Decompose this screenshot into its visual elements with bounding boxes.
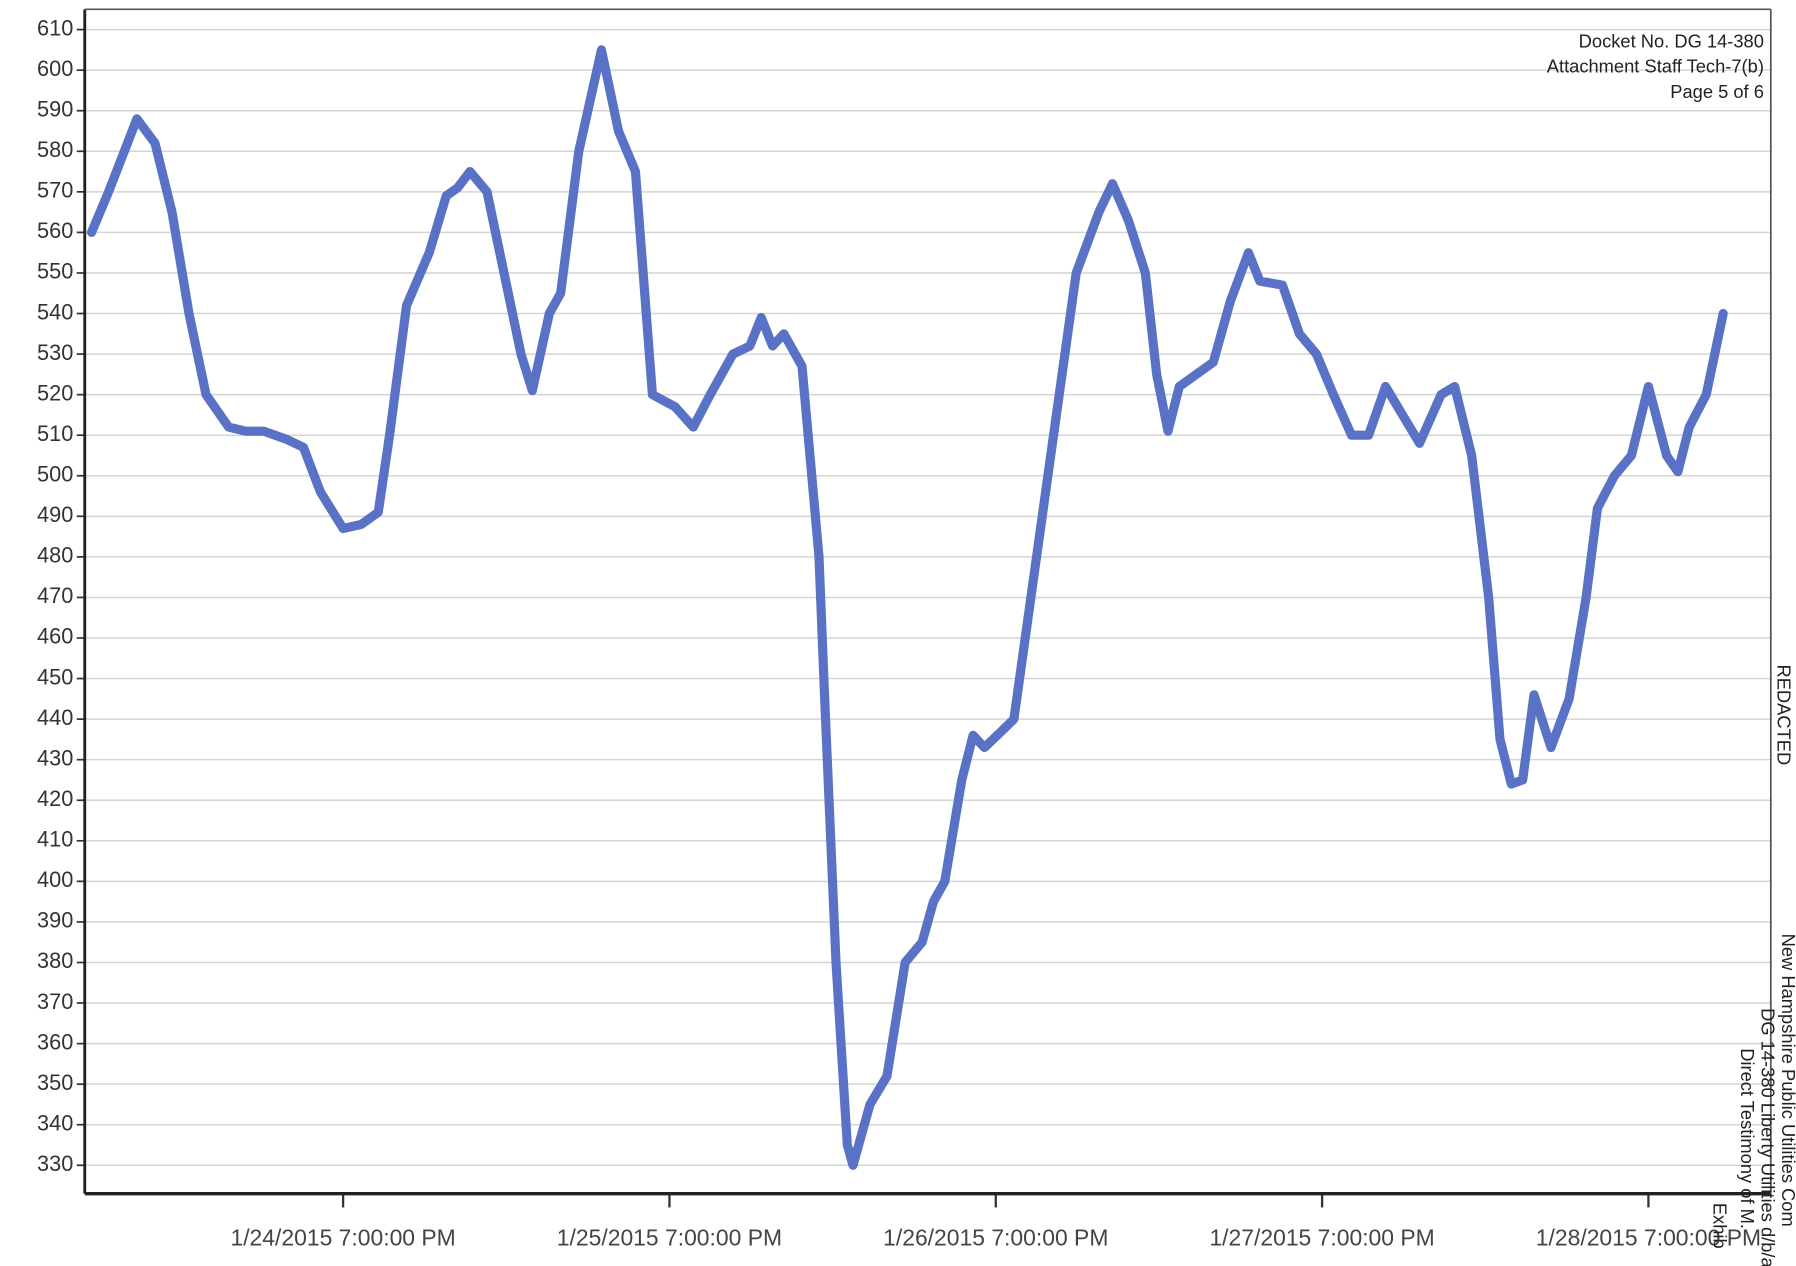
side-note: Direct Testimony of M. bbox=[1737, 1048, 1758, 1229]
y-tick-label: 550 bbox=[37, 259, 73, 284]
y-tick-label: 520 bbox=[37, 380, 73, 405]
x-tick-label: 1/28/2015 7:00:00 PM bbox=[1536, 1225, 1761, 1251]
x-tick-label: 1/24/2015 7:00:00 PM bbox=[230, 1225, 455, 1251]
y-tick-label: 530 bbox=[37, 340, 73, 365]
x-tick-label: 1/27/2015 7:00:00 PM bbox=[1209, 1225, 1434, 1251]
labels: 330 340 350 360 370 380 390 400 410 420 430 440 450 4… bbox=[37, 15, 1796, 1266]
y-tick-label: 340 bbox=[37, 1110, 73, 1135]
y-tick-label: 560 bbox=[37, 218, 73, 243]
y-tick-label: 330 bbox=[37, 1151, 73, 1176]
y-tick-label: 470 bbox=[37, 583, 73, 608]
y-tick-label: 600 bbox=[37, 56, 73, 81]
y-tick-label: 590 bbox=[37, 96, 73, 121]
y-tick-label: 500 bbox=[37, 462, 73, 487]
y-tick-label: 490 bbox=[37, 502, 73, 527]
y-tick-label: 580 bbox=[37, 137, 73, 162]
y-tick-label: 480 bbox=[37, 543, 73, 568]
y-tick-label: 390 bbox=[37, 908, 73, 933]
annotation: Docket No. DG 14-380 bbox=[1579, 30, 1764, 51]
y-tick-label: 400 bbox=[37, 867, 73, 892]
annotation: Page 5 of 6 bbox=[1670, 81, 1764, 102]
side-note: DG 14-380 Liberty Utilities d/b/a Ene bbox=[1757, 1008, 1778, 1266]
side-note: REDACTED bbox=[1773, 664, 1794, 765]
y-tick-label: 610 bbox=[37, 15, 73, 40]
y-tick-label: 540 bbox=[37, 299, 73, 324]
data-line bbox=[86, 45, 1728, 1170]
side-note: Exhib bbox=[1709, 1203, 1730, 1249]
x-tick-label: 1/25/2015 7:00:00 PM bbox=[557, 1225, 782, 1251]
y-tick-label: 350 bbox=[37, 1070, 73, 1095]
x-tick-label: 1/26/2015 7:00:00 PM bbox=[883, 1225, 1108, 1251]
y-tick-label: 360 bbox=[37, 1029, 73, 1054]
y-tick-label: 450 bbox=[37, 664, 73, 689]
y-tick-label: 380 bbox=[37, 948, 73, 973]
side-note: New Hampshire Public Utilities Com bbox=[1778, 934, 1796, 1227]
y-tick-label: 440 bbox=[37, 705, 73, 730]
y-tick-label: 510 bbox=[37, 421, 73, 446]
y-tick-label: 460 bbox=[37, 624, 73, 649]
axes bbox=[76, 8, 1772, 1208]
y-tick-label: 570 bbox=[37, 178, 73, 203]
y-tick-label: 370 bbox=[37, 989, 73, 1014]
y-tick-label: 430 bbox=[37, 745, 73, 770]
series bbox=[86, 45, 1728, 1170]
y-tick-label: 410 bbox=[37, 827, 73, 852]
annotation: Attachment Staff Tech-7(b) bbox=[1547, 56, 1764, 77]
y-tick-label: 420 bbox=[37, 786, 73, 811]
